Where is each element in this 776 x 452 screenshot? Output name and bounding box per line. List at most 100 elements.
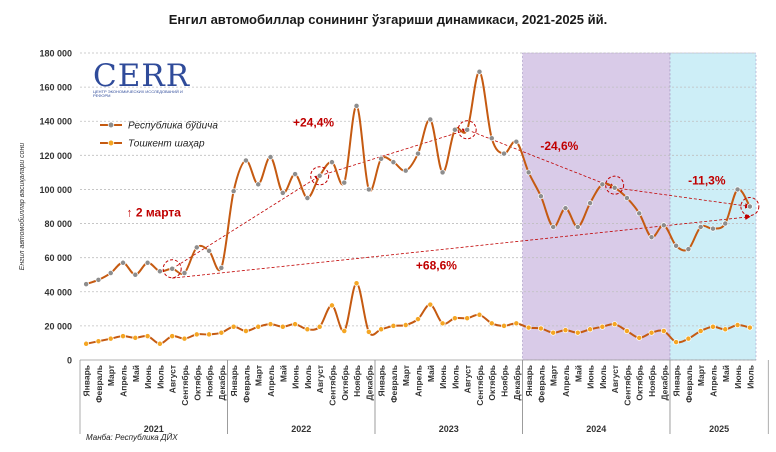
data-point: [378, 155, 385, 162]
highlight-circle-4: [740, 197, 760, 216]
x-tick-label: Июнь: [143, 365, 153, 389]
data-point: [169, 333, 176, 340]
x-tick-label: Январь: [672, 365, 682, 397]
x-tick-label: Сентябрь: [622, 365, 632, 406]
data-point: [476, 311, 483, 318]
data-point: [353, 102, 360, 109]
data-point: [341, 179, 348, 186]
y-tick-label: 100 000: [39, 185, 72, 195]
x-tick-label: Ноябрь: [647, 365, 657, 397]
data-point: [587, 326, 594, 333]
year-label: 2021: [144, 424, 164, 434]
data-point: [255, 181, 262, 188]
x-tick-label: Июль: [745, 365, 755, 389]
y-tick-label: 60 000: [44, 253, 72, 263]
data-point: [156, 340, 163, 347]
data-point: [95, 338, 102, 345]
x-tick-label: Декабрь: [659, 365, 669, 401]
legend-label: Республика бўйича: [128, 120, 218, 132]
trend-arrow-4: [172, 214, 751, 279]
data-point: [378, 326, 385, 333]
x-tick-label: Октябрь: [192, 365, 202, 401]
data-point: [206, 331, 213, 338]
data-point: [230, 323, 237, 330]
annotation-label: +24,4%: [293, 115, 334, 129]
data-point: [329, 302, 335, 309]
data-point: [206, 247, 213, 254]
data-point: [83, 340, 90, 347]
x-tick-label: Декабрь: [217, 365, 227, 401]
data-point: [390, 159, 397, 166]
source-note: Манба: Республика ДЙХ: [86, 433, 178, 442]
data-point: [648, 234, 655, 241]
trend-arrow-1: [319, 128, 468, 177]
x-tick-label: Июнь: [733, 365, 743, 389]
data-point: [611, 321, 618, 328]
data-point: [537, 325, 544, 332]
chart-title: Енгил автомобиллар сонининг ўзгариши дин…: [168, 12, 608, 27]
data-point: [316, 323, 323, 330]
x-tick-label: Август: [168, 365, 178, 393]
data-point: [550, 329, 557, 336]
x-tick-label: Март: [401, 365, 411, 386]
x-tick-label: Ноябрь: [352, 365, 362, 397]
x-tick-label: Февраль: [389, 365, 399, 403]
x-tick-label: Апрель: [119, 365, 129, 397]
highlight-circle-3: [605, 175, 625, 195]
data-point: [242, 157, 249, 164]
data-point: [132, 334, 139, 341]
highlight-circle-0: [162, 259, 182, 279]
year-label: 2023: [439, 424, 459, 434]
data-point: [722, 220, 729, 227]
x-tick-label: Февраль: [94, 365, 104, 403]
x-tick-label: Ноябрь: [205, 365, 215, 397]
data-point: [488, 135, 495, 142]
y-tick-label: 80 000: [44, 219, 72, 229]
data-point: [685, 246, 692, 253]
data-point: [464, 315, 471, 322]
data-point: [660, 222, 667, 229]
data-point: [95, 276, 102, 283]
data-point: [464, 126, 471, 133]
data-point: [562, 205, 569, 212]
data-point: [402, 167, 409, 174]
data-point: [636, 334, 643, 341]
data-point: [734, 186, 741, 193]
shaded-region-1: [669, 53, 756, 360]
x-tick-label: Июль: [303, 365, 313, 389]
legend-swatch-marker: [107, 121, 115, 129]
x-tick-label: Апрель: [414, 365, 424, 397]
data-point: [611, 184, 618, 191]
data-point: [156, 268, 163, 275]
x-tick-label: Февраль: [241, 365, 251, 403]
data-point: [218, 264, 225, 271]
data-point: [710, 225, 716, 232]
data-point: [513, 138, 520, 145]
data-point: [316, 172, 323, 179]
x-tick-label: Сентябрь: [180, 365, 190, 406]
data-point: [746, 203, 753, 210]
x-tick-label: Июнь: [291, 365, 301, 389]
data-point: [230, 188, 237, 195]
data-point: [402, 322, 409, 328]
data-point: [329, 159, 335, 166]
data-point: [439, 169, 446, 176]
data-point: [673, 339, 680, 346]
y-tick-label: 160 000: [39, 83, 72, 93]
y-tick-label: 40 000: [44, 287, 72, 297]
y-tick-label: 140 000: [39, 117, 72, 127]
data-point: [107, 270, 114, 276]
data-point: [537, 193, 544, 200]
x-tick-label: Февраль: [536, 365, 546, 403]
x-tick-label: Август: [610, 365, 620, 393]
x-tick-label: Февраль: [684, 365, 694, 403]
x-tick-label: Март: [696, 365, 706, 386]
cerr-logo: CERR Центр экономических исследований и …: [93, 61, 189, 99]
y-axis-label: Енгил автомобиллар васиқалари сони: [18, 143, 26, 271]
year-label: 2022: [291, 424, 311, 434]
data-point: [107, 335, 114, 342]
data-point: [365, 328, 372, 335]
data-point: [120, 259, 126, 266]
x-tick-label: Июль: [598, 365, 608, 389]
